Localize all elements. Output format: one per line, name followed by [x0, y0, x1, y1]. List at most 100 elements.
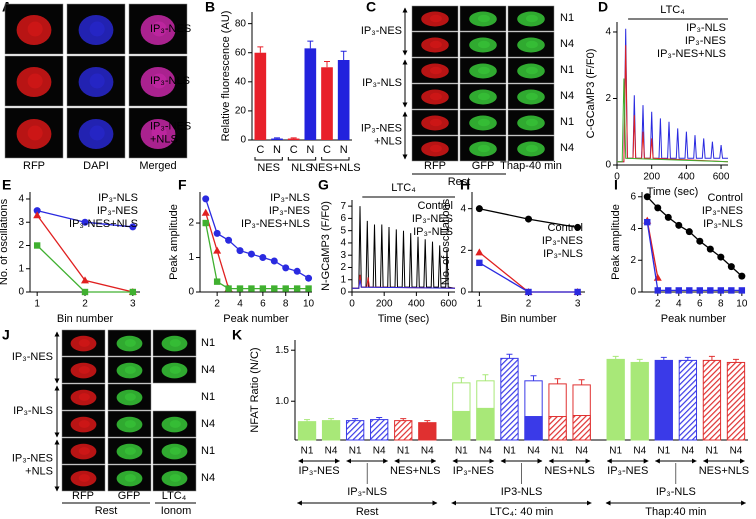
row-tag: N4 [201, 418, 215, 430]
marker [717, 287, 725, 294]
nucleus [477, 144, 490, 153]
chart-title: LTC₄ [660, 4, 685, 16]
marker [293, 267, 301, 275]
row-tag: N1 [201, 337, 215, 349]
bar [370, 419, 389, 441]
nucleus [429, 118, 442, 127]
marker [476, 259, 483, 267]
marker [305, 274, 313, 282]
y-tick-label: 20 [235, 106, 247, 117]
group-label: IP₃-NES [607, 465, 648, 477]
marker [247, 250, 255, 258]
marker [129, 223, 137, 231]
row-label: IP₃-NES [361, 25, 402, 37]
row-tag: N4 [560, 142, 574, 154]
bar [254, 52, 267, 140]
y-axis-label: No. of oscillations [440, 198, 452, 285]
row-tag: N4 [201, 472, 215, 484]
x-axis-label: Peak number [661, 313, 727, 325]
y-axis-label: No. of oscillations [0, 198, 10, 285]
legend-entry: IP₃-NES [412, 213, 453, 225]
legend-entry: IP₃-NLS [413, 226, 453, 238]
nucleus [151, 73, 167, 89]
category-label: N4 [527, 446, 540, 457]
column-label: Merged [139, 160, 176, 172]
micrograph [459, 31, 507, 58]
x-tick-label: 6 [260, 299, 266, 310]
marker [675, 287, 682, 294]
category-label: N1 [301, 446, 314, 457]
micrograph [4, 55, 64, 107]
error-bar [307, 40, 314, 49]
row-label: +NLS [374, 135, 402, 147]
legend-entry: IP₃-NES [269, 205, 310, 217]
nucleus [151, 125, 167, 141]
marker [236, 285, 244, 292]
y-tick-label: 60 [235, 47, 247, 58]
group-label: IP₃-NES [453, 465, 494, 477]
marker [738, 287, 746, 294]
panel-letter: H [460, 177, 470, 193]
panel-letter: D [598, 0, 608, 15]
bar [337, 60, 350, 140]
group-label: NES+NLS [544, 465, 594, 477]
x-tick-label: 400 [408, 299, 425, 310]
nucleus [89, 21, 105, 37]
row-tag: N1 [201, 391, 215, 403]
x-tick-label: 0 [349, 299, 355, 310]
nucleus [27, 73, 43, 89]
micrograph [107, 437, 152, 465]
panel-letter: F [178, 177, 187, 193]
group-label: IP3-NLS [501, 486, 543, 498]
marker [644, 218, 651, 226]
bar [394, 420, 413, 441]
row-tag: N4 [560, 90, 574, 102]
error-bar [400, 418, 407, 421]
row-label: IP₃-NES [12, 351, 53, 363]
error-bar [290, 137, 297, 139]
y-axis-label: C-GCaMP3 (F/F0) [585, 49, 597, 139]
category-label: N1 [706, 446, 719, 457]
legend-entry: IP₃-NES+NLS [241, 218, 310, 230]
error-bar [660, 356, 667, 361]
category-label: N [306, 144, 314, 156]
marker [654, 287, 661, 294]
marker [293, 285, 301, 292]
marker [236, 247, 244, 255]
y-tick-label: 6 [340, 213, 346, 224]
legend-entry: Control [548, 222, 583, 234]
nucleus [525, 14, 538, 23]
series-line [646, 222, 742, 292]
error-bar [324, 60, 330, 68]
bar [345, 420, 365, 441]
row-tag: N4 [560, 38, 574, 50]
x-tick-label: 400 [678, 172, 695, 183]
error-bar [482, 374, 489, 381]
bar [287, 138, 300, 140]
legend-entry: IP₃-NLS [686, 22, 726, 34]
category-label: N1 [397, 446, 410, 457]
y-tick-label: 2 [340, 262, 346, 273]
nucleus [27, 125, 43, 141]
series-line [205, 198, 309, 279]
error-bar [257, 46, 264, 53]
nucleus [477, 92, 490, 101]
category-label: N1 [455, 446, 468, 457]
legend-entry: IP₃-NES [542, 235, 583, 247]
condition-label: Rest [356, 506, 379, 518]
error-bar [376, 417, 383, 420]
error-bar [530, 375, 537, 381]
category-label: N1 [349, 446, 362, 457]
x-tick-label: 600 [713, 172, 730, 183]
marker [525, 288, 532, 296]
y-tick-label: 3 [18, 217, 24, 228]
y-axis-label: NFAT Ratio (N/C) [249, 347, 261, 432]
category-label: N [273, 144, 281, 156]
y-tick-label: 4 [605, 27, 611, 38]
marker [259, 254, 267, 262]
legend-entry: IP₃-NLS [98, 192, 138, 204]
marker [574, 288, 581, 296]
y-tick-label: 0 [240, 135, 246, 146]
nucleus [477, 66, 490, 75]
